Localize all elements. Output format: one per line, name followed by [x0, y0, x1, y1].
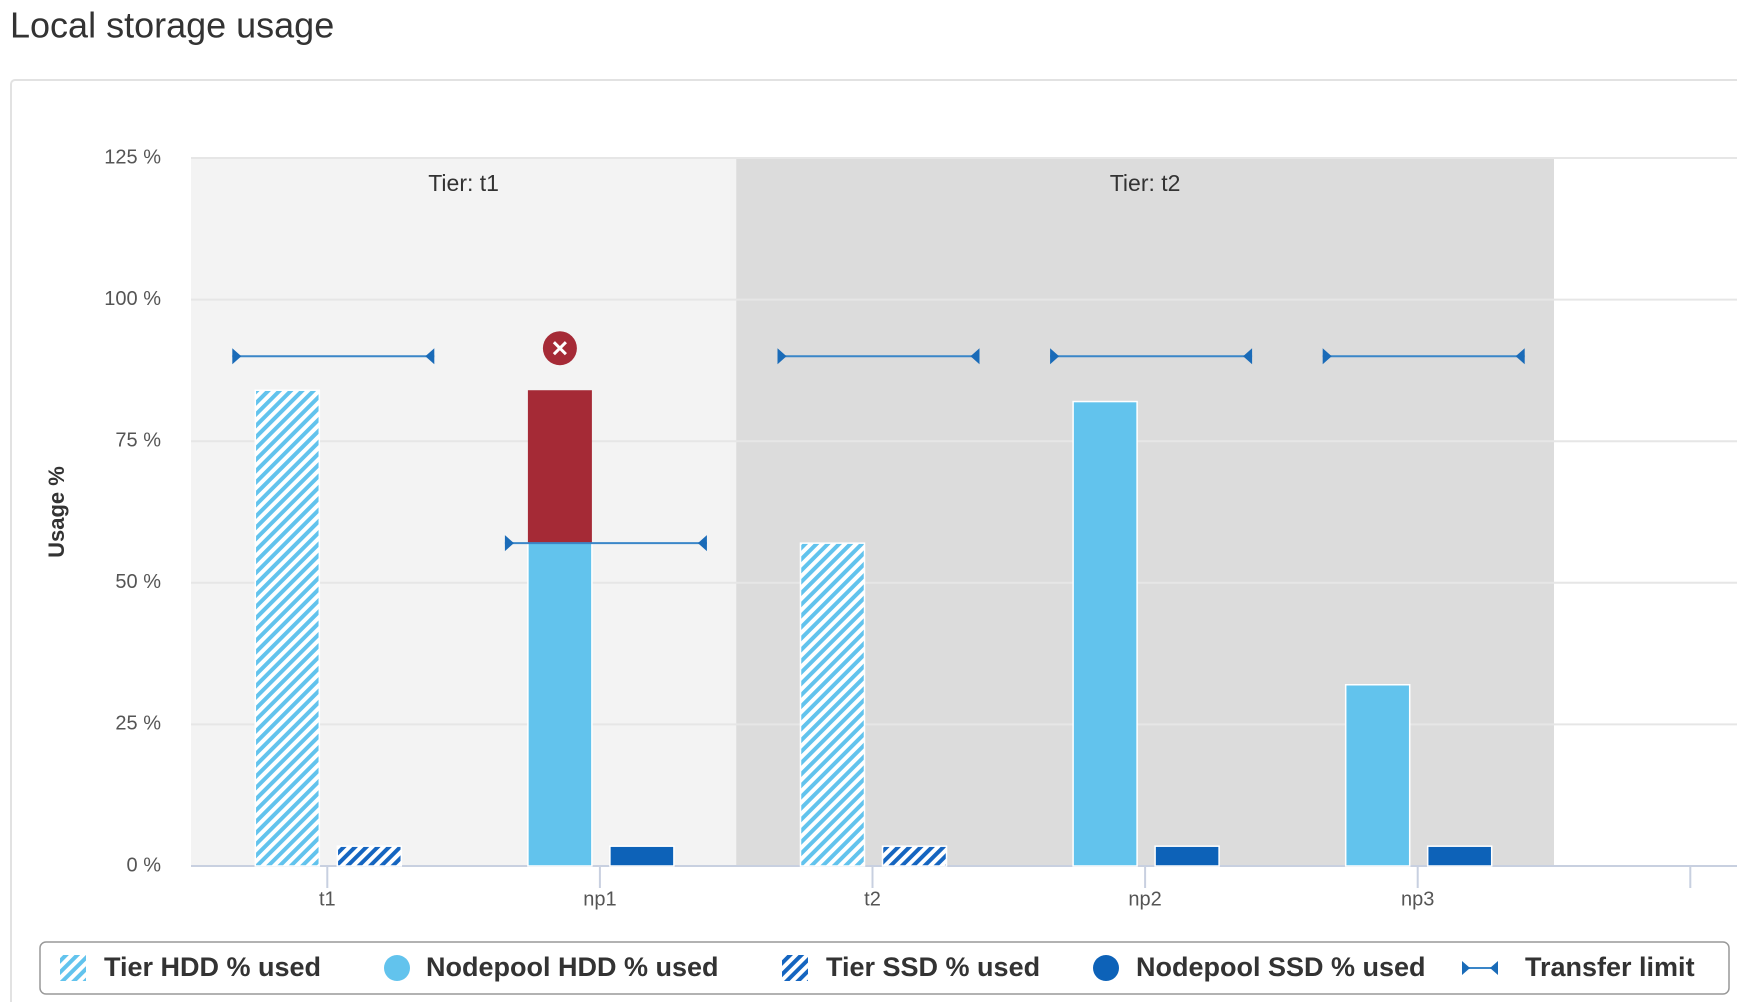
legend-item[interactable]: Tier SSD % used	[782, 952, 1040, 982]
legend-item[interactable]: Tier HDD % used	[60, 952, 321, 982]
plot-band-label: Tier: t2	[1110, 170, 1181, 196]
legend	[39, 941, 1730, 995]
legend-icon	[60, 955, 86, 981]
transfer-limit-cap	[1243, 348, 1253, 365]
transfer-limit-cap	[1515, 348, 1525, 365]
legend-label: Tier HDD % used	[104, 952, 321, 982]
page-title: Local storage usage	[10, 5, 334, 46]
legend-icon	[782, 955, 808, 981]
x-tick-label: t2	[864, 888, 881, 910]
bar	[336, 845, 403, 867]
bar	[881, 845, 948, 867]
legend-item[interactable]: Nodepool HDD % used	[384, 952, 719, 982]
error-icon-x	[552, 341, 567, 356]
bar-over-limit	[527, 390, 592, 544]
x-tick-label: np2	[1128, 888, 1161, 910]
transfer-limit-cap	[232, 348, 242, 365]
legend-icon	[1093, 955, 1119, 981]
y-tick-label: 100 %	[104, 288, 161, 310]
y-tick-label: 125 %	[104, 146, 161, 168]
legend-item[interactable]: Nodepool SSD % used	[1093, 952, 1426, 982]
bar	[1344, 684, 1411, 867]
transfer-limit-cap	[504, 535, 514, 552]
y-tick-label: 50 %	[115, 571, 161, 593]
plot: Tier: t1 Tier: t2 t1 np1 t2 np2 np3	[191, 157, 1737, 910]
legend-label: Tier SSD % used	[826, 952, 1040, 982]
bar	[1154, 845, 1220, 867]
y-tick-label: 0 %	[127, 854, 162, 876]
x-tick-label: np1	[583, 888, 616, 910]
legend-icon	[384, 955, 410, 981]
transfer-limit-cap	[425, 348, 435, 365]
transfer-limit-cap	[970, 348, 980, 365]
y-tick-label: 25 %	[115, 713, 161, 735]
legend-label: Nodepool HDD % used	[426, 952, 719, 982]
y-tick-label: 75 %	[115, 429, 161, 451]
legend-label: Transfer limit	[1525, 952, 1695, 982]
bar	[527, 542, 593, 867]
bar	[254, 389, 321, 867]
legend-item[interactable]: Transfer limit	[1462, 952, 1695, 982]
transfer-limit-cap	[777, 348, 787, 365]
bar	[799, 542, 866, 867]
legend-label: Nodepool SSD % used	[1136, 952, 1426, 982]
plot-band	[736, 158, 1554, 866]
legend-icon	[1462, 961, 1498, 975]
plot-band-label: Tier: t1	[428, 170, 499, 196]
bar	[609, 845, 675, 867]
transfer-limit-cap	[1050, 348, 1060, 365]
y-axis-title: Usage %	[44, 466, 69, 558]
x-tick-label: np3	[1401, 888, 1434, 910]
bar	[1426, 845, 1493, 867]
x-tick-label: t1	[319, 888, 336, 910]
transfer-limit-cap	[1322, 348, 1332, 365]
bar	[1072, 400, 1138, 867]
transfer-limit-cap	[697, 535, 707, 552]
